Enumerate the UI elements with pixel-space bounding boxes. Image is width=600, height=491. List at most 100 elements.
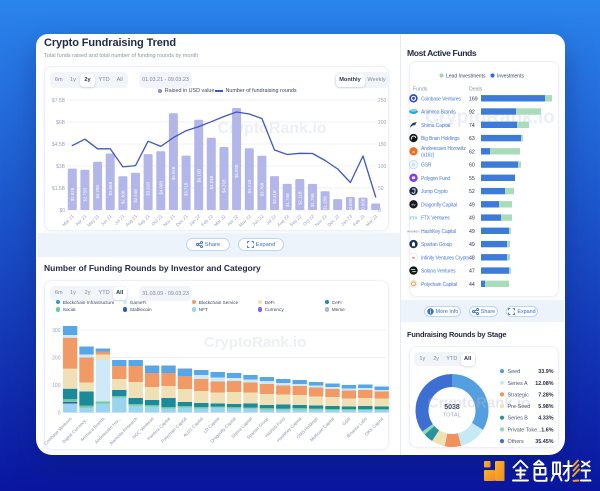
svg-text:GSR: GSR: [421, 163, 432, 169]
svg-text:CryptoRank.io: CryptoRank.io: [204, 334, 307, 351]
svg-text:FTX: FTX: [410, 215, 418, 220]
svg-text:48: 48: [469, 255, 475, 261]
svg-text:Spartan Group: Spartan Group: [421, 242, 452, 248]
svg-text:47: 47: [469, 269, 475, 275]
svg-text:49: 49: [469, 242, 475, 248]
svg-text:7.28%: 7.28%: [538, 392, 553, 398]
svg-text:55: 55: [469, 176, 475, 182]
svg-text:Infinity Ventures Crypto: Infinity Ventures Crypto: [421, 255, 469, 261]
svg-text:Aug 22: Aug 22: [276, 213, 290, 227]
svg-text:60: 60: [469, 163, 475, 169]
svg-text:Nov 21: Nov 21: [162, 213, 176, 227]
svg-text:Nov 22: Nov 22: [314, 213, 328, 227]
svg-text:63: 63: [469, 136, 475, 142]
svg-text:Solana Ventures: Solana Ventures: [421, 269, 456, 275]
svg-text:Jump Crypto: Jump Crypto: [421, 189, 448, 195]
svg-text:$2.75B: $2.75B: [83, 188, 88, 202]
svg-text:i: i: [429, 309, 431, 315]
svg-text:$2.82B: $2.82B: [70, 187, 75, 201]
svg-text:52: 52: [469, 189, 475, 195]
svg-text:$2.11B: $2.11B: [297, 191, 302, 204]
svg-text:33.9%: 33.9%: [538, 369, 553, 375]
svg-text:Mar 22: Mar 22: [213, 213, 227, 227]
svg-text:$3.81B: $3.81B: [146, 182, 151, 196]
svg-text:92: 92: [469, 110, 475, 116]
svg-text:Andreessen Horowitz: Andreessen Horowitz: [421, 146, 466, 152]
svg-text:$3.29B: $3.29B: [95, 185, 100, 199]
svg-text:Sep 22: Sep 22: [289, 213, 303, 227]
svg-text:250: 250: [378, 98, 387, 104]
svg-text:Dragonfly Capital: Dragonfly Capital: [421, 202, 457, 208]
svg-text:$2.30B: $2.30B: [121, 190, 126, 204]
svg-text:HASHKEY: HASHKEY: [407, 229, 420, 233]
svg-text:4.33%: 4.33%: [538, 416, 553, 422]
svg-text:Strategic: Strategic: [508, 392, 530, 398]
svg-text:Series B: Series B: [508, 416, 529, 422]
svg-text:$1.78B: $1.78B: [310, 193, 315, 207]
svg-text:44: 44: [469, 282, 475, 288]
svg-text:CryptoRank.io: CryptoRank.io: [217, 120, 327, 137]
svg-text:Jan 22: Jan 22: [188, 213, 202, 227]
svg-text:0: 0: [378, 208, 381, 214]
svg-text:169: 169: [469, 96, 478, 102]
svg-text:Mar 23: Mar 23: [365, 213, 379, 227]
svg-text:$2.31B: $2.31B: [272, 190, 277, 204]
svg-text:150: 150: [378, 142, 387, 148]
svg-text:50: 50: [378, 186, 384, 192]
svg-text:CryptoRank.io: CryptoRank.io: [428, 395, 531, 412]
svg-text:May 22: May 22: [238, 213, 253, 228]
svg-text:Feb 23: Feb 23: [352, 213, 366, 227]
svg-text:$1.28B: $1.28B: [323, 196, 328, 210]
svg-text:$4.21B: $4.21B: [247, 180, 252, 194]
svg-text:300: 300: [52, 328, 61, 334]
svg-text:Jun 22: Jun 22: [251, 213, 265, 227]
svg-text:$0: $0: [59, 208, 65, 214]
svg-text:$4.00B: $4.00B: [158, 181, 163, 195]
svg-text:$1.78B: $1.78B: [285, 193, 290, 207]
svg-text:$1.5B: $1.5B: [52, 186, 66, 192]
svg-text:Animoca Brands: Animoca Brands: [421, 110, 456, 116]
svg-text:$0.89B: $0.89B: [348, 198, 353, 212]
svg-text:49: 49: [469, 216, 475, 222]
svg-text:$3B: $3B: [56, 164, 66, 170]
svg-text:Others: Others: [508, 439, 524, 445]
svg-text:$3.85B: $3.85B: [108, 182, 113, 196]
svg-text:Mar 21: Mar 21: [61, 213, 75, 227]
svg-text:$7.5B: $7.5B: [52, 98, 66, 104]
svg-text:∞: ∞: [412, 255, 415, 260]
svg-text:a: a: [412, 149, 415, 154]
svg-text:Funds: Funds: [413, 87, 428, 93]
svg-text:$4.5B: $4.5B: [52, 142, 66, 148]
svg-text:Jan 23: Jan 23: [340, 213, 354, 227]
svg-text:$6B: $6B: [56, 120, 66, 126]
svg-text:1.6%: 1.6%: [541, 427, 553, 433]
svg-text:Dec 22: Dec 22: [327, 213, 341, 227]
svg-text:5.98%: 5.98%: [538, 404, 553, 410]
svg-text:62: 62: [469, 149, 475, 155]
svg-text:Dec 21: Dec 21: [175, 213, 189, 227]
svg-text:Sep 21: Sep 21: [137, 213, 151, 227]
svg-text:Investments: Investments: [497, 74, 524, 80]
svg-text:Coinbase Ventures: Coinbase Ventures: [421, 96, 461, 102]
svg-text:Coinbase Ventures: Coinbase Ventures: [43, 416, 73, 446]
svg-text:100: 100: [52, 383, 61, 389]
svg-text:$3.71B: $3.71B: [184, 182, 189, 196]
svg-text:Feb 22: Feb 22: [200, 213, 214, 227]
svg-text:Polygon Fund: Polygon Fund: [421, 176, 450, 182]
svg-text:$2.54B: $2.54B: [133, 189, 138, 203]
svg-text:Pre-Seed: Pre-Seed: [508, 404, 531, 410]
svg-text:(a16z): (a16z): [421, 153, 435, 159]
svg-text:Aug 21: Aug 21: [124, 213, 138, 227]
svg-text:HashKey Capital: HashKey Capital: [421, 229, 456, 235]
svg-text:$6.59B: $6.59B: [171, 166, 176, 180]
svg-text:May 21: May 21: [86, 213, 101, 228]
svg-text:TOTAL: TOTAL: [443, 413, 462, 419]
svg-text:Deals: Deals: [469, 87, 483, 93]
svg-text:49: 49: [469, 229, 475, 235]
svg-text:Lead Investments: Lead Investments: [446, 74, 486, 80]
svg-text:$4.93B: $4.93B: [209, 176, 214, 190]
svg-text:G: G: [412, 163, 415, 167]
svg-text:Shima Capital: Shima Capital: [421, 123, 450, 129]
svg-text:Private Toke...: Private Toke...: [508, 427, 542, 433]
svg-text:200: 200: [378, 120, 387, 126]
